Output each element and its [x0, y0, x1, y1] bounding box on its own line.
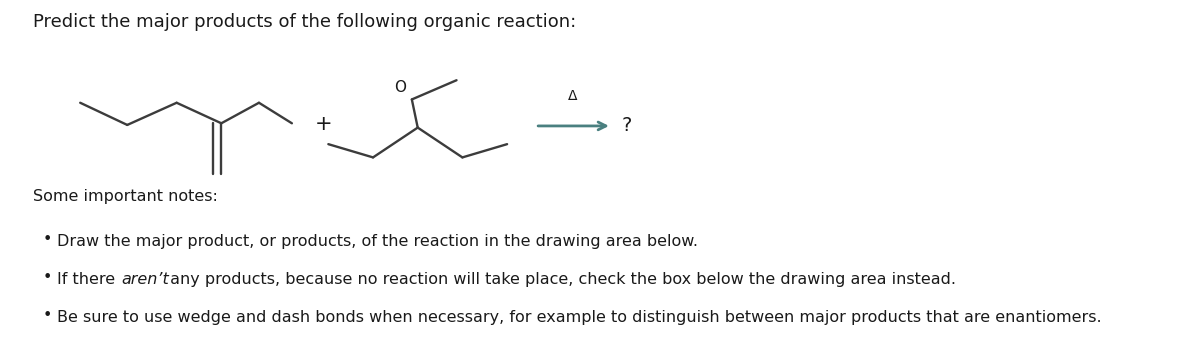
Text: Δ: Δ [569, 89, 577, 103]
Text: any products, because no reaction will take place, check the box below the drawi: any products, because no reaction will t… [166, 272, 956, 287]
Text: Predict the major products of the following organic reaction:: Predict the major products of the follow… [34, 13, 576, 31]
Text: Be sure to use wedge and dash bonds when necessary, for example to distinguish b: Be sure to use wedge and dash bonds when… [56, 310, 1102, 325]
Text: Some important notes:: Some important notes: [34, 189, 218, 204]
Text: •: • [42, 270, 52, 285]
Text: •: • [42, 232, 52, 247]
Text: aren’t: aren’t [121, 272, 169, 287]
Text: If there: If there [56, 272, 120, 287]
Text: +: + [314, 114, 332, 134]
Text: ?: ? [622, 116, 631, 136]
Text: •: • [42, 308, 52, 323]
Text: Draw the major product, or products, of the reaction in the drawing area below.: Draw the major product, or products, of … [56, 234, 697, 248]
Text: O: O [394, 80, 406, 95]
